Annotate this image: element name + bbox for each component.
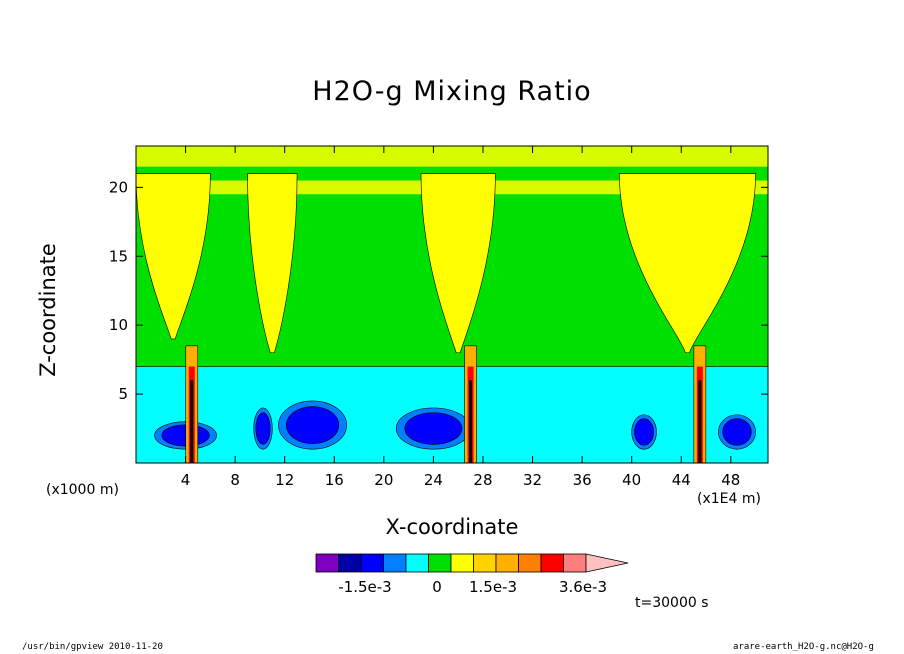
convective-center (698, 380, 702, 463)
colorbar-label: -1.5e-3 (338, 578, 391, 596)
x-tick-label: 36 (573, 471, 592, 489)
colorbar-swatch (518, 553, 542, 573)
y-axis-label: Z-coordinate (36, 243, 60, 377)
colorbar: -1.5e-3 0 1.5e-3 3.6e-3 (315, 553, 629, 596)
y-tick-label: 15 (109, 247, 128, 265)
colorbar-arrow (585, 553, 629, 573)
colorbar-swatch (563, 553, 587, 573)
time-label: t=30000 s (635, 595, 709, 611)
colorbar-swatch (360, 553, 384, 573)
y-tick-label: 5 (118, 385, 128, 403)
x-tick-label: 44 (672, 471, 691, 489)
blue-core (255, 412, 271, 445)
x-unit-label: (x1E4 m) (697, 491, 761, 507)
x-tick-label: 20 (374, 471, 393, 489)
convective-center (469, 380, 473, 463)
x-tick-label: 48 (721, 471, 740, 489)
colorbar-swatch (495, 553, 519, 573)
x-tick-label: 28 (473, 471, 492, 489)
colorbar-label: 1.5e-3 (469, 578, 517, 596)
x-tick-label: 32 (523, 471, 542, 489)
colorbar-swatch (473, 553, 497, 573)
yellow-plume (618, 173, 756, 354)
footer-left: /usr/bin/gpview 2010-11-20 (22, 642, 163, 652)
x-tick-label: 16 (325, 471, 344, 489)
x-tick-label: 24 (424, 471, 443, 489)
colorbar-swatch (540, 553, 564, 573)
colorbar-label: 0 (432, 578, 442, 596)
colorbar-swatch (315, 553, 339, 573)
blue-core (634, 418, 654, 446)
colorbar-swatch (450, 553, 474, 573)
colorbar-swatch (338, 553, 362, 573)
blue-core (286, 406, 340, 444)
y-tick-label: 10 (109, 316, 128, 334)
yellow-plume (247, 173, 298, 354)
colorbar-swatch (383, 553, 407, 573)
y-tick-label: 20 (109, 178, 128, 196)
chart-title: H2O-g Mixing Ratio (312, 76, 592, 107)
plot-frame (135, 145, 769, 464)
footer-right: arare-earth_H2O-g.nc@H2O-g (733, 642, 874, 652)
y-axis-ticks: 5 10 15 20 (109, 178, 768, 403)
convective-center (190, 380, 194, 463)
x-tick-label: 12 (275, 471, 294, 489)
blue-core (404, 412, 463, 445)
blue-core (722, 418, 752, 446)
yellow-plume (420, 173, 496, 354)
colorbar-label: 3.6e-3 (559, 578, 607, 596)
x-axis-ticks: 4 8 12 16 20 24 28 32 36 40 44 48 (181, 146, 740, 489)
yellow-plume (136, 173, 211, 340)
colorbar-swatch (428, 553, 452, 573)
z-unit-label: (x1000 m) (46, 482, 119, 498)
x-tick-label: 4 (181, 471, 191, 489)
x-axis-label: X-coordinate (385, 515, 519, 539)
plot-area (136, 146, 768, 463)
colorbar-swatch (405, 553, 429, 573)
x-tick-label: 40 (622, 471, 641, 489)
x-tick-label: 8 (230, 471, 240, 489)
